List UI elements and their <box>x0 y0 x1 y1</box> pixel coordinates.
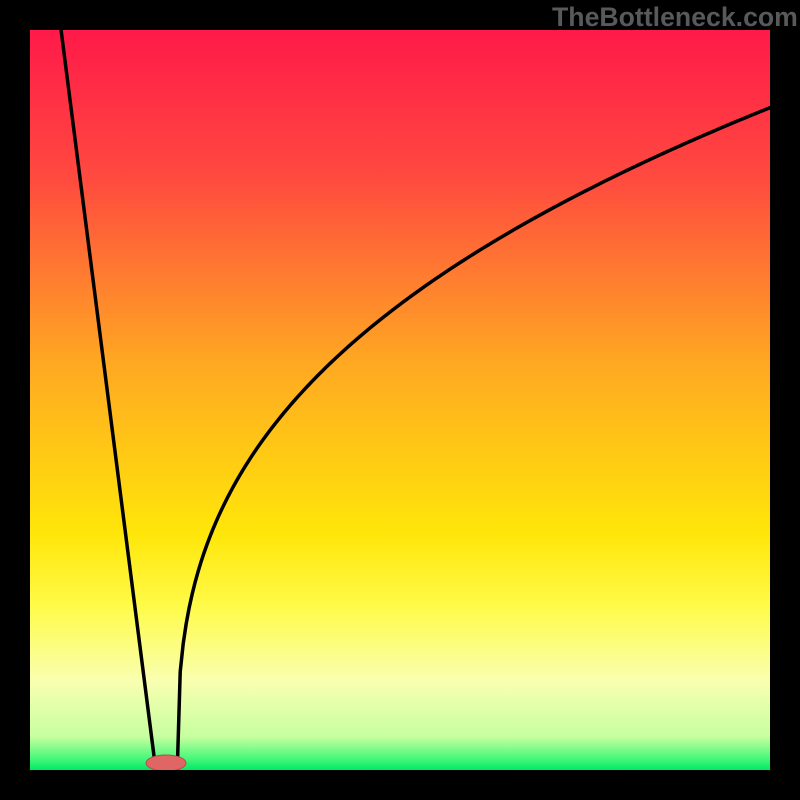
plot-area <box>30 30 770 770</box>
chart-container: TheBottleneck.com <box>0 0 800 800</box>
bottleneck-curve <box>30 30 770 770</box>
optimal-marker <box>144 753 188 770</box>
watermark-label: TheBottleneck.com <box>552 2 798 33</box>
